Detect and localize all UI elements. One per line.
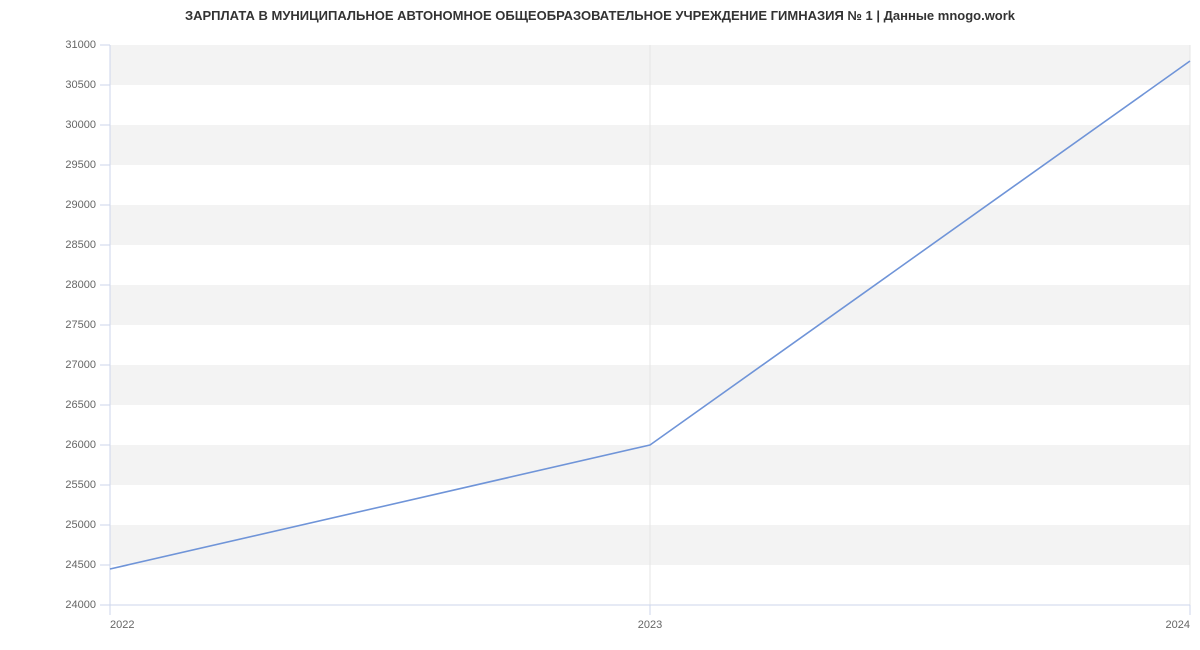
y-tick-label: 28500 (65, 239, 96, 251)
y-tick-label: 27500 (65, 319, 96, 331)
salary-line-chart: ЗАРПЛАТА В МУНИЦИПАЛЬНОЕ АВТОНОМНОЕ ОБЩЕ… (0, 0, 1200, 650)
x-tick-label: 2024 (1166, 619, 1190, 631)
y-tick-label: 26000 (65, 439, 96, 451)
y-tick-label: 25500 (65, 479, 96, 491)
y-tick-label: 29500 (65, 159, 96, 171)
y-tick-label: 30500 (65, 79, 96, 91)
y-tick-label: 26500 (65, 399, 96, 411)
x-tick-label: 2022 (110, 619, 134, 631)
x-tick-label: 2023 (638, 619, 662, 631)
y-tick-label: 24000 (65, 599, 96, 611)
chart-plot-svg (0, 0, 1200, 650)
y-tick-label: 28000 (65, 279, 96, 291)
y-tick-label: 29000 (65, 199, 96, 211)
y-tick-label: 30000 (65, 119, 96, 131)
y-tick-label: 24500 (65, 559, 96, 571)
y-tick-label: 27000 (65, 359, 96, 371)
y-tick-label: 31000 (65, 39, 96, 51)
y-tick-label: 25000 (65, 519, 96, 531)
